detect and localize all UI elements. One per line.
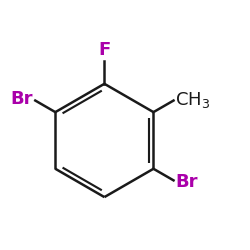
Text: CH$_3$: CH$_3$ <box>175 90 210 110</box>
Text: Br: Br <box>176 173 198 191</box>
Text: Br: Br <box>11 90 33 108</box>
Text: F: F <box>98 40 110 58</box>
